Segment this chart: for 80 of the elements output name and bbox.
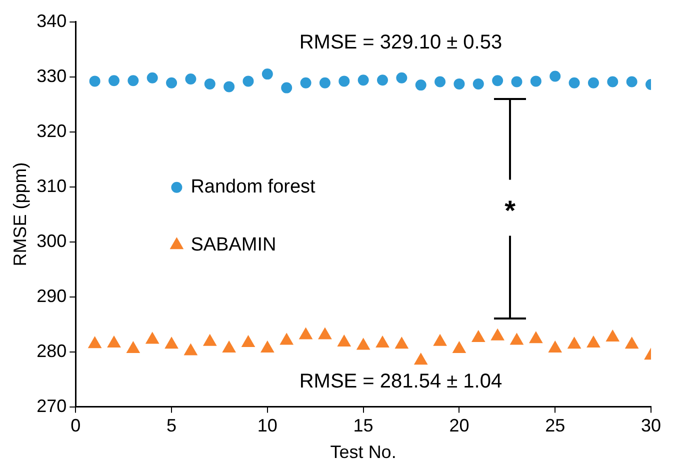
- point: [395, 337, 408, 349]
- point: [242, 336, 255, 347]
- point: [607, 76, 618, 88]
- point: [626, 76, 638, 88]
- annotation: RMSE = 281.54 ± 1.04: [299, 370, 502, 392]
- point: [107, 336, 121, 348]
- point: [281, 82, 292, 94]
- point: [88, 336, 102, 348]
- point: [299, 328, 312, 340]
- y-axis-title: RMSE (ppm): [10, 162, 30, 266]
- point: [280, 333, 294, 345]
- point: [376, 74, 388, 86]
- y-tick-label: 330: [36, 66, 67, 86]
- x-tick-label: 30: [640, 416, 662, 436]
- point: [242, 76, 254, 87]
- point: [338, 76, 350, 87]
- point: [184, 344, 198, 356]
- point: [452, 342, 466, 354]
- point: [568, 337, 581, 349]
- y-tick-label: 310: [36, 176, 67, 196]
- point: [625, 337, 638, 349]
- point: [568, 77, 580, 88]
- point: [260, 341, 274, 352]
- point: [203, 334, 216, 346]
- point: [126, 342, 140, 354]
- y-tick-label: 280: [36, 340, 67, 361]
- x-tick-label: 25: [545, 416, 566, 436]
- point: [588, 77, 599, 88]
- annotation: RMSE = 329.10 ± 0.53: [299, 31, 502, 54]
- x-tick-label: 0: [70, 416, 81, 436]
- point: [204, 78, 216, 90]
- point: [472, 330, 485, 342]
- point: [185, 74, 196, 84]
- point: [550, 70, 561, 82]
- point: [491, 328, 504, 340]
- point: [414, 353, 428, 365]
- x-tick-label: 5: [166, 416, 177, 436]
- point: [511, 76, 522, 88]
- point: [606, 330, 620, 342]
- y-tick-label: 300: [36, 230, 67, 251]
- point: [356, 338, 370, 350]
- x-tick-label: 15: [353, 416, 374, 436]
- point: [358, 74, 369, 86]
- x-tick-label: 10: [257, 416, 278, 436]
- point: [454, 78, 465, 90]
- point: [586, 336, 600, 348]
- annotation: *: [504, 195, 516, 226]
- point: [548, 341, 562, 352]
- point: [300, 77, 312, 88]
- point: [89, 76, 100, 87]
- point: [222, 341, 236, 352]
- point: [108, 75, 120, 86]
- point: [510, 333, 524, 345]
- point: [529, 332, 542, 344]
- point: [318, 328, 332, 340]
- point: [472, 78, 484, 90]
- point: [164, 337, 178, 349]
- point: [262, 68, 273, 80]
- point: [166, 77, 178, 88]
- legend-label: SABAMIN: [190, 234, 276, 256]
- point: [530, 76, 542, 87]
- point: [433, 334, 447, 346]
- point: [319, 77, 330, 88]
- x-tick-label: 20: [449, 416, 470, 436]
- y-tick-label: 340: [36, 10, 67, 31]
- point: [376, 336, 390, 348]
- y-tick-label: 320: [36, 120, 67, 141]
- point: [128, 75, 139, 86]
- y-tick-label: 290: [36, 286, 67, 306]
- point: [415, 80, 426, 91]
- point: [492, 75, 504, 86]
- point: [146, 332, 159, 344]
- y-tick-label: 270: [36, 396, 67, 416]
- x-axis-title: Test No.: [330, 442, 396, 462]
- point: [224, 81, 235, 92]
- point: [434, 76, 446, 88]
- point: [338, 334, 351, 346]
- point: [396, 72, 408, 84]
- legend-label: Random forest: [190, 176, 316, 198]
- point: [146, 72, 158, 84]
